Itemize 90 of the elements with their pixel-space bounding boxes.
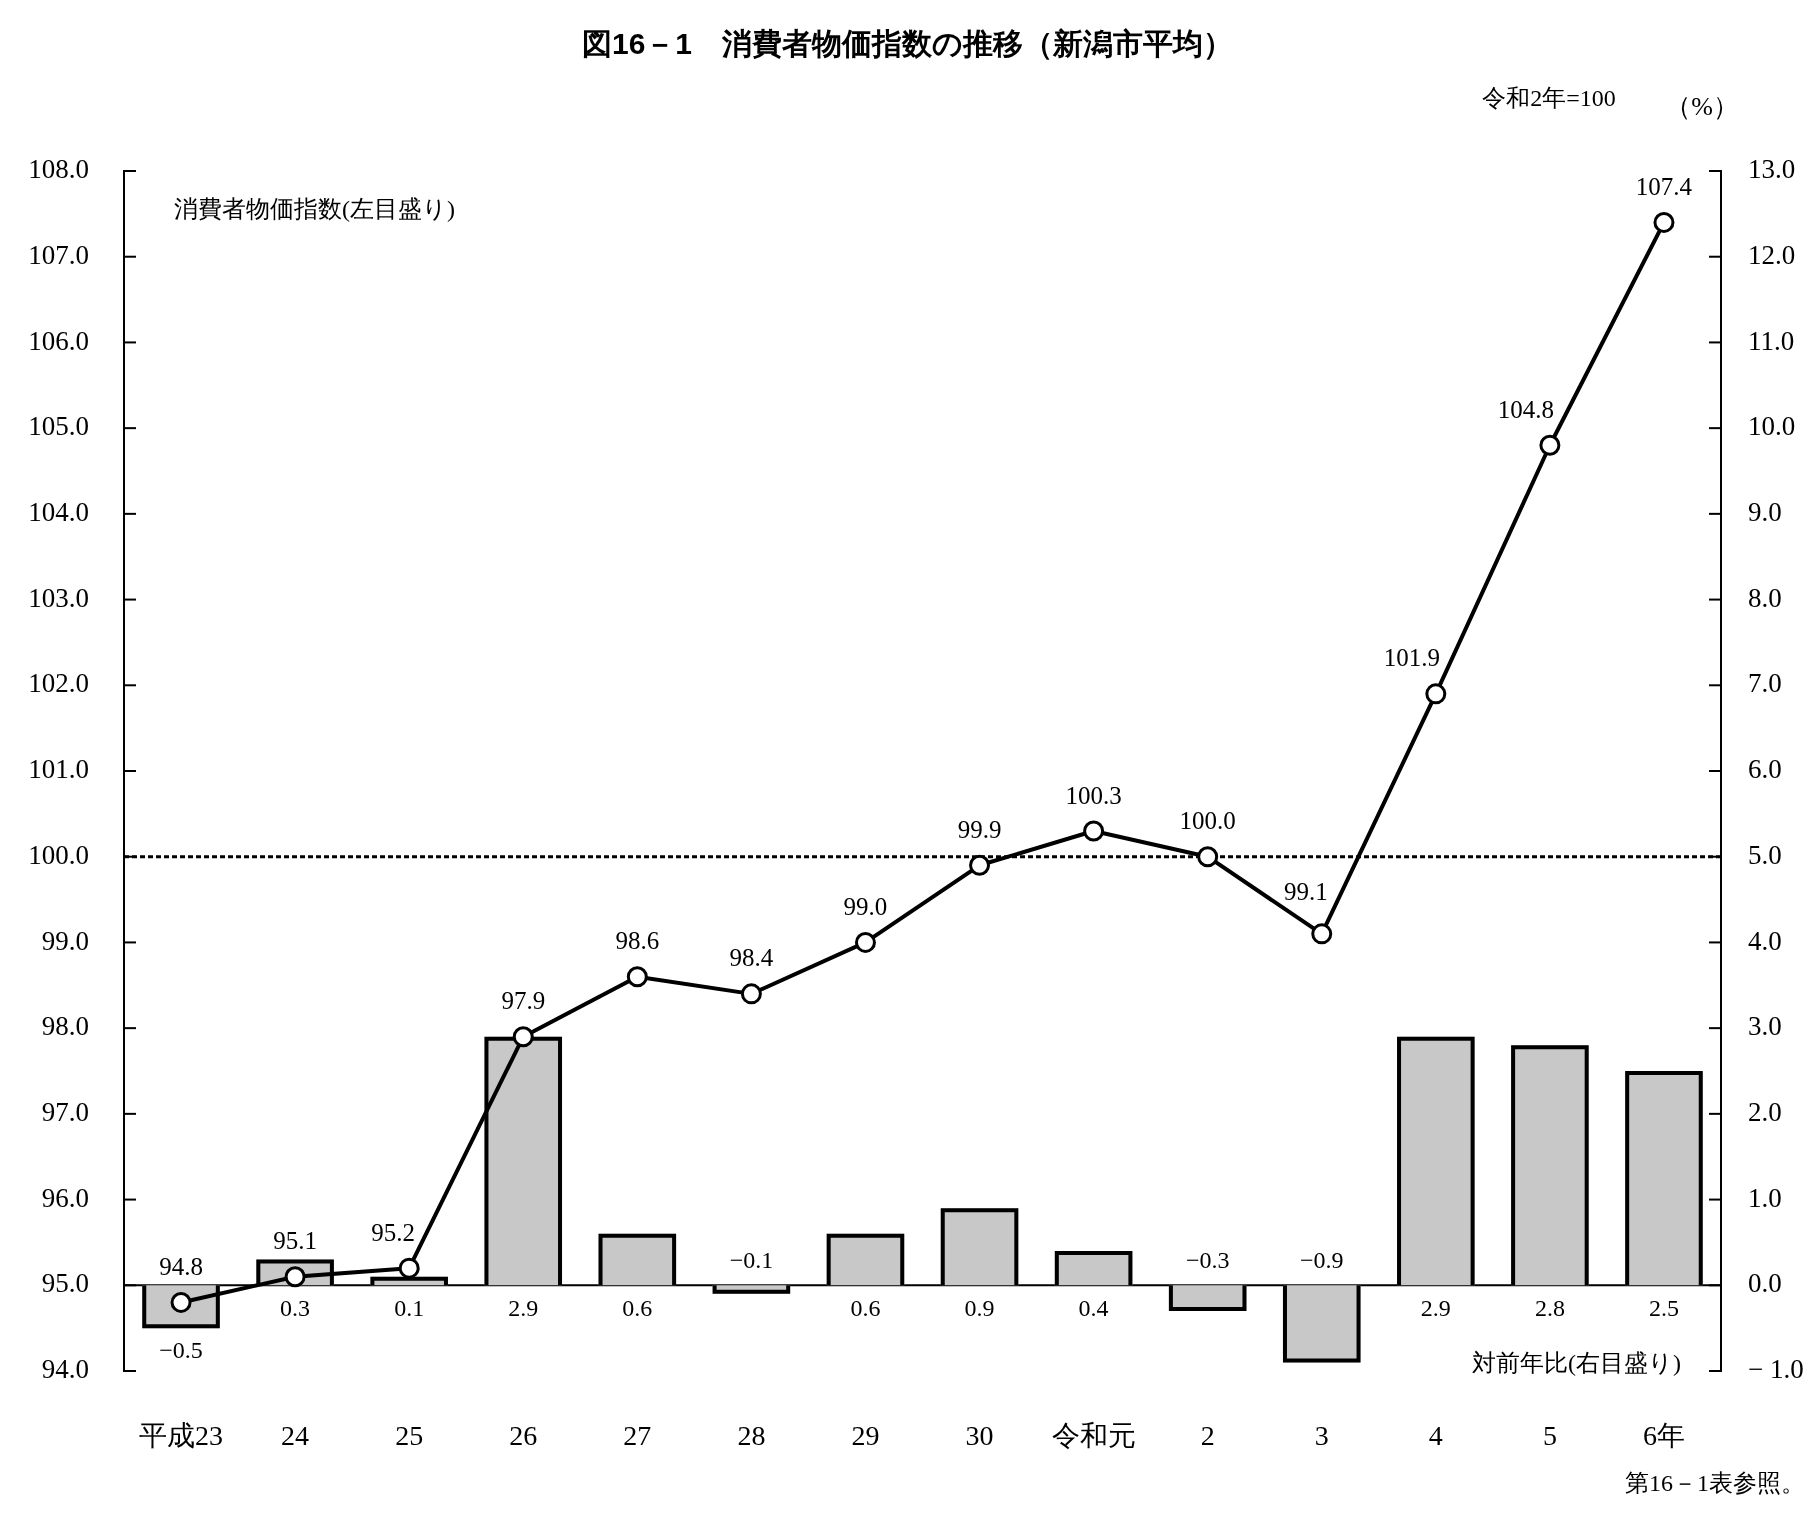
data-label: 0.9 xyxy=(964,1294,995,1321)
data-label: 104.8 xyxy=(1497,395,1555,423)
point xyxy=(854,931,876,953)
y-tick-label: 106.0 xyxy=(28,325,89,356)
data-label: 95.2 xyxy=(371,1218,416,1246)
y2-tick-label: 3.0 xyxy=(1748,1011,1782,1042)
y-tick-label: 96.0 xyxy=(41,1182,89,1213)
data-label: −0.3 xyxy=(1185,1246,1230,1273)
annotation: 消費者物価指数(左目盛り) xyxy=(174,196,455,223)
y2-tick-label: 10.0 xyxy=(1748,411,1796,442)
x-tick-label: 2 xyxy=(1200,1420,1215,1452)
text: 第16－1表参照。 xyxy=(1625,1470,1805,1497)
x-tick-label: 27 xyxy=(623,1420,652,1452)
x-tick-label: 6年 xyxy=(1642,1420,1685,1452)
y-tick-label: 98.0 xyxy=(41,1011,89,1042)
y-tick-label: 101.0 xyxy=(28,754,89,785)
y2-tick-label: 6.0 xyxy=(1748,754,1782,785)
y-tick-label: 103.0 xyxy=(28,582,89,613)
y-tick-label: 102.0 xyxy=(28,668,89,699)
data-label: 98.4 xyxy=(729,944,774,972)
y-tick-label: 104.0 xyxy=(28,496,89,527)
point xyxy=(1653,211,1675,233)
point xyxy=(1539,434,1561,456)
text: 対前年比(右目盛り) xyxy=(1472,1350,1681,1377)
y2-tick-label: 13.0 xyxy=(1748,154,1796,185)
data-label: 95.1 xyxy=(273,1227,317,1255)
y2-tick-label: 11.0 xyxy=(1748,325,1795,356)
point xyxy=(398,1257,420,1279)
data-label: −0.9 xyxy=(1299,1246,1344,1273)
y-tick-label: 100.0 xyxy=(28,839,89,870)
y2-tick-label: 5.0 xyxy=(1748,839,1782,870)
chart-title: 図16－1 消費者物価指数の推移（新潟市平均） xyxy=(581,27,1234,61)
data-label: 100.0 xyxy=(1179,807,1236,835)
y-tick-label: 108.0 xyxy=(28,154,89,185)
x-tick-label: 平成23 xyxy=(139,1420,224,1452)
y2-tick-label: 8.0 xyxy=(1748,582,1782,613)
x-tick-label: 令和元 xyxy=(1051,1420,1136,1452)
data-label: −0.5 xyxy=(159,1337,203,1364)
point xyxy=(1083,820,1105,842)
data-label: 0.1 xyxy=(394,1294,425,1321)
x-tick-label: 4 xyxy=(1428,1420,1443,1452)
data-label: 99.0 xyxy=(843,892,888,920)
y2-tick-label: 0.0 xyxy=(1748,1268,1782,1299)
x-tick-label: 3 xyxy=(1314,1420,1329,1452)
y2-axis-title: （%） xyxy=(1665,91,1739,121)
data-label: 0.4 xyxy=(1078,1294,1109,1321)
y2-tick-label: 2.0 xyxy=(1748,1096,1782,1127)
point xyxy=(1197,846,1219,868)
y-tick-label: 95.0 xyxy=(41,1268,89,1299)
data-label: 100.3 xyxy=(1065,781,1122,809)
y-tick-label: 97.0 xyxy=(41,1096,89,1127)
data-label: 2.9 xyxy=(508,1294,539,1321)
point xyxy=(969,854,991,876)
y2-tick-label: 1.0 xyxy=(1748,1182,1782,1213)
x-tick-label: 28 xyxy=(737,1420,766,1452)
data-label: 2.9 xyxy=(1420,1294,1451,1321)
x-tick-label: 25 xyxy=(395,1420,424,1452)
data-label: 2.8 xyxy=(1534,1294,1565,1321)
data-label: 99.1 xyxy=(1283,878,1328,906)
data-label: 98.6 xyxy=(615,927,660,955)
y2-tick-label: 4.0 xyxy=(1748,925,1782,956)
x-tick-label: 26 xyxy=(509,1420,538,1452)
point xyxy=(740,983,762,1005)
data-label: 94.8 xyxy=(159,1252,203,1280)
data-label: 0.6 xyxy=(622,1294,653,1321)
y-tick-label: 107.0 xyxy=(28,239,89,270)
y-tick-label: 99.0 xyxy=(41,925,89,956)
y2-tick-label: 9.0 xyxy=(1748,496,1782,527)
y-tick-label: 105.0 xyxy=(28,411,89,442)
text: 令和2年=100 xyxy=(1482,85,1616,112)
data-label: 0.3 xyxy=(280,1294,311,1321)
data-label: 2.5 xyxy=(1648,1294,1679,1321)
point xyxy=(626,966,648,988)
x-tick-label: 5 xyxy=(1542,1420,1557,1452)
data-label: 99.9 xyxy=(957,815,1002,843)
y-tick-label: 94.0 xyxy=(41,1354,89,1385)
y2-tick-label: 7.0 xyxy=(1748,668,1782,699)
point xyxy=(1425,683,1447,705)
data-label: 97.9 xyxy=(501,987,546,1015)
data-label: −0.1 xyxy=(729,1246,774,1273)
y2-tick-label: − 1.0 xyxy=(1748,1354,1804,1385)
point xyxy=(1311,923,1333,945)
data-label: 0.6 xyxy=(850,1294,881,1321)
x-tick-label: 24 xyxy=(281,1420,310,1452)
data-label: 107.4 xyxy=(1635,172,1693,200)
data-label: 101.9 xyxy=(1383,644,1440,672)
y2-tick-label: 12.0 xyxy=(1748,239,1796,270)
point xyxy=(512,1026,534,1048)
x-tick-label: 30 xyxy=(965,1420,994,1452)
x-tick-label: 29 xyxy=(851,1420,880,1452)
